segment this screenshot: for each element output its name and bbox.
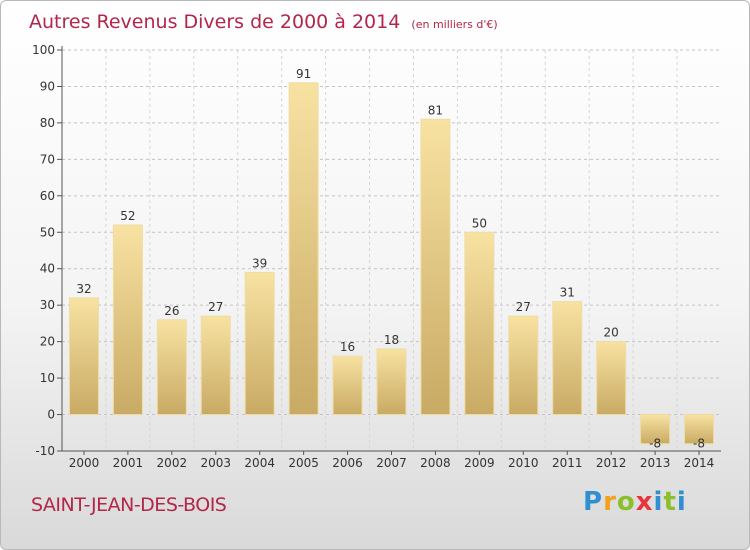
data-label-2014: -8 (693, 437, 705, 451)
x-tick-label-2008: 2008 (420, 456, 451, 470)
chart-title-block: Autres Revenus Divers de 2000 à 2014 (en… (29, 11, 498, 33)
data-label-2008: 81 (428, 103, 443, 117)
y-tick-label: 0 (47, 408, 55, 422)
data-label-2004: 39 (252, 256, 267, 270)
y-tick-label: 100 (32, 43, 55, 57)
bar-2000 (68, 297, 99, 416)
data-label-2006: 16 (340, 340, 355, 354)
y-tick-label: 30 (40, 298, 55, 312)
bar-2003 (200, 315, 231, 416)
data-label-2007: 18 (384, 333, 399, 347)
chart-title: Autres Revenus Divers de 2000 à 2014 (29, 11, 401, 33)
data-label-2000: 32 (76, 282, 91, 296)
y-tick-label: -10 (35, 444, 55, 458)
data-label-2002: 26 (164, 304, 179, 318)
bars (68, 82, 715, 445)
y-tick-label: 20 (40, 335, 55, 349)
y-tick-label: 80 (40, 116, 55, 130)
x-tick-label-2006: 2006 (332, 456, 363, 470)
data-labels: 32 52 26 27 39 91 16 18 81 50 27 31 20 -8 -8 (76, 67, 705, 451)
y-tick-label: 40 (40, 262, 55, 276)
chart-unit: (en milliers d'€) (411, 18, 498, 31)
x-tick-label-2009: 2009 (464, 456, 495, 470)
bar-2010 (508, 315, 539, 416)
bar-2006 (332, 355, 363, 416)
data-label-2012: 20 (604, 326, 619, 340)
y-tick-label: 50 (40, 225, 55, 239)
bar-2004 (244, 271, 275, 416)
x-tick-label-2002: 2002 (157, 456, 188, 470)
logo-letter: P (583, 487, 604, 517)
logo-letter: i (653, 487, 664, 517)
bar-2002 (156, 319, 187, 416)
logo-letter: i (676, 487, 687, 517)
logo-letter: t (663, 487, 677, 517)
bar-2001 (112, 224, 143, 416)
x-tick-label-2005: 2005 (288, 456, 319, 470)
x-tick-label-2004: 2004 (244, 456, 275, 470)
data-label-2003: 27 (208, 300, 223, 314)
data-label-2011: 31 (560, 286, 575, 300)
y-tick-label: 70 (40, 152, 55, 166)
data-label-2005: 91 (296, 67, 311, 81)
bar-2007 (376, 348, 407, 416)
bar-2011 (552, 301, 583, 416)
y-tick-label: 90 (40, 79, 55, 93)
x-tick-label-2012: 2012 (596, 456, 627, 470)
axes: -10 0 10 20 30 40 50 60 70 80 90 100 2000 2001 2002 200… (32, 43, 721, 470)
logo-letter: o (616, 487, 636, 517)
x-tick-label-2003: 2003 (200, 456, 231, 470)
data-label-2009: 50 (472, 216, 487, 230)
x-tick-label-2014: 2014 (684, 456, 715, 470)
x-tick-label-2007: 2007 (376, 456, 407, 470)
bar-2008 (420, 118, 451, 416)
bar-2012 (596, 341, 627, 416)
data-label-2010: 27 (516, 300, 531, 314)
proxiti-logo[interactable]: Proxiti (583, 487, 687, 517)
data-label-2013: -8 (649, 437, 661, 451)
bar-2009 (464, 231, 495, 416)
x-tick-label-2013: 2013 (640, 456, 671, 470)
x-tick-label-2001: 2001 (113, 456, 144, 470)
x-tick-label-2010: 2010 (508, 456, 539, 470)
y-tick-label: 10 (40, 371, 55, 385)
logo-letter: r (603, 487, 617, 517)
logo-letter: x (635, 487, 654, 517)
town-name: SAINT-JEAN-DES-BOIS (31, 494, 227, 516)
x-tick-label-2000: 2000 (69, 456, 100, 470)
data-label-2001: 52 (120, 209, 135, 223)
bar-2005 (288, 82, 319, 416)
y-tick-label: 60 (40, 189, 55, 203)
bar-2013 (640, 414, 671, 445)
bar-2014 (684, 414, 715, 445)
x-tick-label-2011: 2011 (552, 456, 583, 470)
